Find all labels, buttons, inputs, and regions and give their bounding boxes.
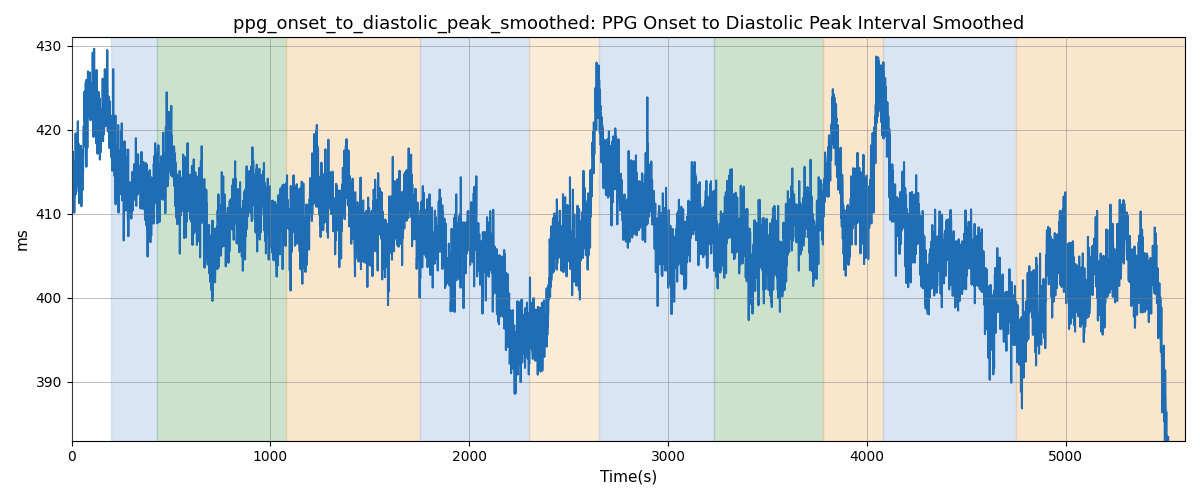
Bar — [599, 38, 714, 440]
Bar — [883, 38, 1016, 440]
X-axis label: Time(s): Time(s) — [600, 470, 656, 485]
Bar — [1016, 38, 1186, 440]
Bar — [714, 38, 823, 440]
Bar — [420, 38, 529, 440]
Bar — [823, 38, 883, 440]
Y-axis label: ms: ms — [16, 228, 30, 250]
Bar — [529, 38, 599, 440]
Bar — [157, 38, 287, 440]
Title: ppg_onset_to_diastolic_peak_smoothed: PPG Onset to Diastolic Peak Interval Smoot: ppg_onset_to_diastolic_peak_smoothed: PP… — [233, 15, 1024, 34]
Bar — [112, 38, 157, 440]
Bar — [287, 38, 420, 440]
